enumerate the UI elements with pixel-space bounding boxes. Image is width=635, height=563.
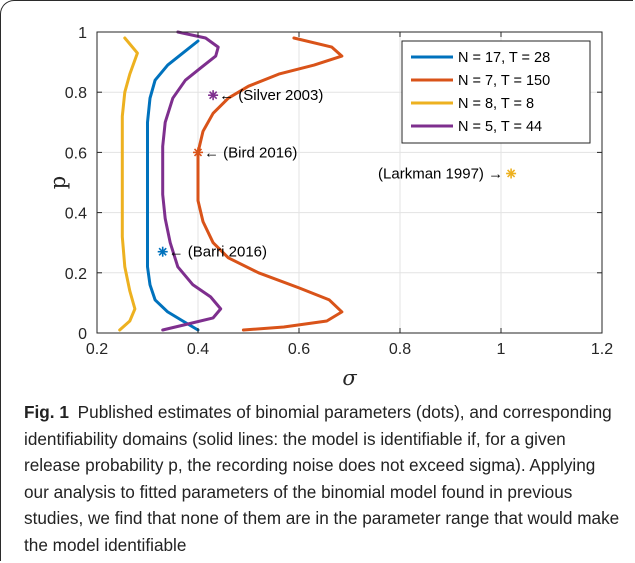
y-tick-label: 0.8 [65,85,87,102]
y-tick-label: 0 [78,326,87,343]
data-point-3 [506,168,517,179]
series-line-4 [161,30,223,332]
x-axis-title: σ [342,366,357,390]
data-point-1 [208,90,219,101]
series-line-1 [146,39,200,332]
legend-label-3: N = 8, T = 8 [458,96,534,112]
series-layer [118,30,344,332]
caption-label: Fig. 1 [24,402,69,422]
point-annotation-2: ← (Bird 2016) [204,144,297,161]
axes-layer [96,31,603,334]
series-line-3 [118,36,139,332]
y-tick-label: 0.4 [65,206,87,223]
y-tick-label: 0.6 [65,145,87,162]
tick-labels: 0.2 0.4 0.6 0.8 1 1.200.20.40.60.81 [65,25,613,358]
x-tick-label: 0.8 [389,341,411,358]
x-tick-label: 0.2 [86,341,108,358]
x-tick-label: 1.2 [591,341,613,358]
point-annotation-3: (Larkman 1997) → [378,165,503,182]
point-annotation-4: ← (Barri 2016) [169,244,267,261]
caption-text: Published estimates of binomial paramete… [24,402,620,555]
y-axis-title: p [46,176,70,189]
x-tick-label: 0.6 [288,341,310,358]
legend-label-1: N = 17, T = 28 [458,50,550,66]
point-marker-stroke [209,91,218,100]
point-marker-stroke [193,148,203,157]
x-tick-label: 0.4 [187,341,209,358]
data-point-4 [157,246,168,257]
y-tick-label: 1 [78,25,87,42]
x-tick-label: 1 [497,341,506,358]
axes-box [96,31,603,334]
data-point-2 [193,147,203,158]
legend: N = 17, T = 28 N = 7, T = 150 N = 8, T = 8… [401,40,591,144]
point-marker-stroke [158,247,167,256]
series-line-2 [196,36,344,332]
points-layer: ← (Silver 2003) ← (Bird 2016) (Larkman 199… [157,87,517,261]
legend-label-4: N = 5, T = 44 [458,119,542,135]
grid [96,31,603,334]
point-marker-stroke [507,169,516,178]
figure-caption: Fig. 1 Published estimates of binomial p… [24,399,622,558]
identifiability-chart: ← (Silver 2003) ← (Bird 2016) (Larkman 199… [46,25,613,390]
y-tick-label: 0.2 [65,266,87,283]
point-annotation-1: ← (Silver 2003) [219,87,323,104]
legend-label-2: N = 7, T = 150 [458,73,550,89]
